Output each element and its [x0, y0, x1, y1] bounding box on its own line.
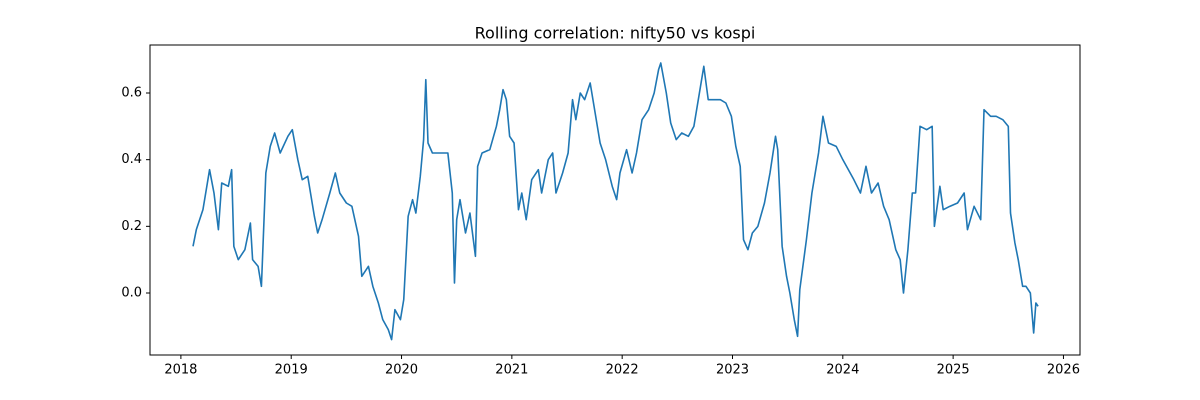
chart-title: Rolling correlation: nifty50 vs kospi: [475, 24, 756, 43]
series-line: [192, 62, 1039, 341]
x-tick-label: 2019: [275, 363, 308, 378]
x-tick-label: 2023: [716, 363, 749, 378]
x-tick-label: 2018: [164, 363, 197, 378]
y-tick-label: 0.2: [121, 219, 142, 234]
x-tick-label: 2025: [937, 363, 970, 378]
plot-frame: [149, 44, 1081, 356]
y-tick-label: 0.6: [121, 86, 142, 101]
x-tick-label: 2020: [385, 363, 418, 378]
y-tick-label: 0.0: [121, 286, 142, 301]
x-tick-label: 2024: [826, 363, 859, 378]
x-tick-label: 2022: [606, 363, 639, 378]
y-tick-label: 0.4: [121, 152, 142, 167]
x-tick-label: 2021: [495, 363, 528, 378]
x-tick-label: 2026: [1047, 363, 1080, 378]
